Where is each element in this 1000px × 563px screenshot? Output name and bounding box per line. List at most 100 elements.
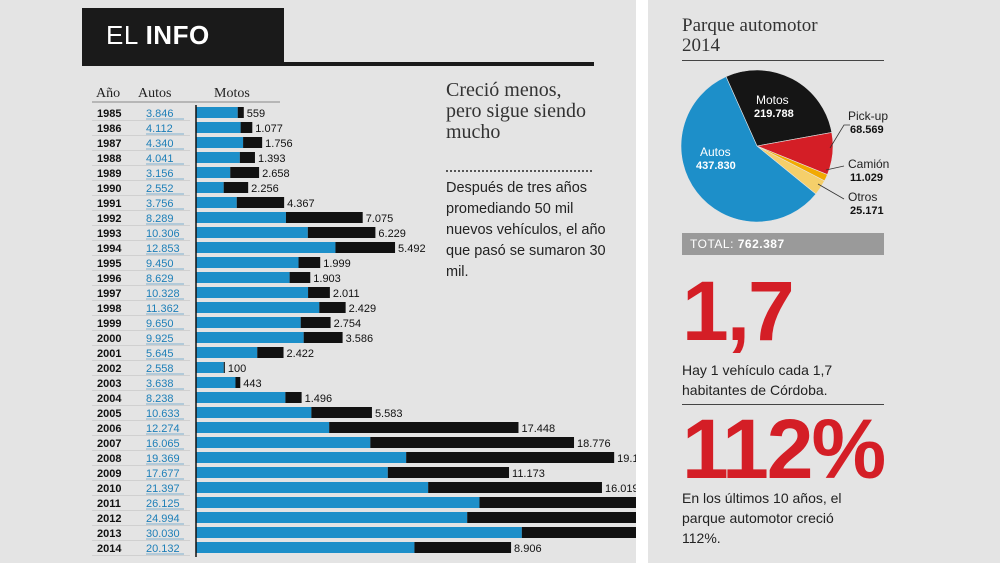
motos-value-label: 18.776 bbox=[577, 438, 611, 450]
motos-bar bbox=[370, 437, 575, 448]
motos-bar bbox=[414, 542, 512, 553]
year-label: 1989 bbox=[97, 168, 121, 180]
autos-value-label: 4.041 bbox=[146, 153, 174, 165]
autos-value-label: 9.450 bbox=[146, 258, 174, 270]
autos-bar bbox=[196, 542, 415, 553]
autos-value-label: 19.369 bbox=[146, 453, 180, 465]
autos-bar bbox=[196, 152, 240, 163]
bar-row: 1992 8.289 7.075 bbox=[92, 212, 393, 226]
motos-value-label: 1.999 bbox=[323, 258, 351, 270]
column-header-year: Año bbox=[96, 86, 121, 101]
motos-bar bbox=[479, 497, 636, 508]
autos-value-label: 3.638 bbox=[146, 378, 174, 390]
bar-chart: 1985 3.846 559 1986 4.112 1.077 1987 4.340 1.756… bbox=[92, 101, 636, 557]
motos-value-label: 5.583 bbox=[375, 408, 403, 420]
autos-bar bbox=[196, 527, 522, 538]
pie-title-rule bbox=[682, 60, 884, 61]
autos-bar bbox=[196, 347, 258, 358]
autos-bar bbox=[196, 137, 244, 148]
motos-bar bbox=[236, 197, 285, 208]
motos-value-label: 8.906 bbox=[514, 543, 542, 555]
year-label: 2004 bbox=[97, 393, 122, 405]
autos-value-label: 10.328 bbox=[146, 288, 180, 300]
motos-bar bbox=[298, 257, 321, 268]
motos-bar bbox=[406, 452, 615, 463]
autos-bar bbox=[196, 317, 301, 328]
header-rule bbox=[82, 62, 594, 66]
autos-value-label: 10.633 bbox=[146, 408, 180, 420]
bar-row: 1986 4.112 1.077 bbox=[92, 122, 283, 136]
year-label: 2006 bbox=[97, 423, 121, 435]
autos-value-label: 3.156 bbox=[146, 168, 174, 180]
pie-leader-line bbox=[817, 183, 845, 200]
pie-label-value: 25.171 bbox=[850, 205, 884, 217]
autos-value-label: 24.994 bbox=[146, 513, 180, 525]
pie-label-name: Autos bbox=[700, 145, 731, 159]
header-box: EL INFO bbox=[82, 8, 284, 62]
autos-value-label: 20.132 bbox=[146, 543, 180, 555]
autos-value-label: 3.846 bbox=[146, 108, 174, 120]
autos-bar bbox=[196, 362, 224, 373]
autos-value-label: 3.756 bbox=[146, 198, 174, 210]
autos-value-label: 8.629 bbox=[146, 273, 174, 285]
column-header-autos: Autos bbox=[138, 86, 172, 101]
motos-bar bbox=[243, 137, 263, 148]
autos-bar bbox=[196, 257, 299, 268]
pie-label-name: Otros bbox=[848, 190, 877, 204]
bar-row: 1993 10.306 6.229 bbox=[92, 227, 406, 241]
motos-bar bbox=[285, 392, 302, 403]
motos-value-label: 17.448 bbox=[521, 423, 555, 435]
autos-value-label: 5.645 bbox=[146, 348, 174, 360]
year-label: 1988 bbox=[97, 153, 121, 165]
pie-slice bbox=[725, 69, 833, 147]
bar-row: 1995 9.450 1.999 bbox=[92, 257, 351, 271]
stat-growth-text: En los últimos 10 años, el parque automo… bbox=[682, 490, 842, 546]
motos-value-label: 5.492 bbox=[398, 243, 426, 255]
motos-value-label: 2.011 bbox=[333, 288, 360, 300]
autos-bar bbox=[196, 302, 320, 313]
autos-value-label: 12.853 bbox=[146, 243, 180, 255]
pie-label-name: Motos bbox=[756, 93, 789, 107]
motos-value-label: 6.229 bbox=[378, 228, 406, 240]
bar-row: 1989 3.156 2.658 bbox=[92, 167, 290, 181]
motos-bar bbox=[289, 272, 311, 283]
year-label: 2000 bbox=[97, 333, 121, 345]
total-value: 762.387 bbox=[737, 237, 785, 251]
autos-value-label: 8.289 bbox=[146, 213, 174, 225]
autos-value-label: 12.274 bbox=[146, 423, 180, 435]
pie-leader-line bbox=[829, 124, 850, 149]
bar-row: 1994 12.853 5.492 bbox=[92, 242, 426, 256]
autos-bar bbox=[196, 227, 308, 238]
right-panel: Parque automotor 2014 Motos 219.788 Autos 4… bbox=[648, 0, 1000, 563]
motos-value-label: 4.367 bbox=[287, 198, 315, 210]
pie-leader-line bbox=[825, 165, 845, 171]
year-label: 1997 bbox=[97, 288, 121, 300]
autos-bar bbox=[196, 452, 407, 463]
bar-row: 2001 5.645 2.422 bbox=[92, 347, 314, 361]
autos-bar bbox=[196, 332, 304, 343]
year-label: 2012 bbox=[97, 513, 121, 525]
motos-bar bbox=[237, 107, 244, 118]
bar-row: 2008 19.369 19.172 bbox=[92, 452, 636, 466]
year-label: 2007 bbox=[97, 438, 121, 450]
motos-value-label: 1.393 bbox=[258, 153, 286, 165]
motos-bar bbox=[239, 152, 255, 163]
autos-value-label: 10.306 bbox=[146, 228, 180, 240]
motos-bar bbox=[230, 167, 260, 178]
pie-title: Parque automotor 2014 bbox=[682, 15, 818, 56]
autos-value-label: 2.552 bbox=[146, 183, 174, 195]
motos-value-label: 2.754 bbox=[334, 318, 362, 330]
motos-value-label: 16.019 bbox=[605, 483, 636, 495]
bar-row: 1997 10.328 2.011 bbox=[92, 287, 360, 301]
bar-row: 1998 11.362 2.429 bbox=[92, 302, 376, 316]
motos-bar bbox=[300, 317, 331, 328]
autos-value-label: 16.065 bbox=[146, 438, 180, 450]
bar-row: 2010 21.397 16.019 bbox=[92, 482, 636, 496]
year-label: 2005 bbox=[97, 408, 121, 420]
autos-value-label: 9.650 bbox=[146, 318, 174, 330]
motos-value-label: 19.172 bbox=[617, 453, 636, 465]
motos-value-label: 2.429 bbox=[349, 303, 377, 315]
pie-label-value: 11.029 bbox=[850, 172, 883, 184]
